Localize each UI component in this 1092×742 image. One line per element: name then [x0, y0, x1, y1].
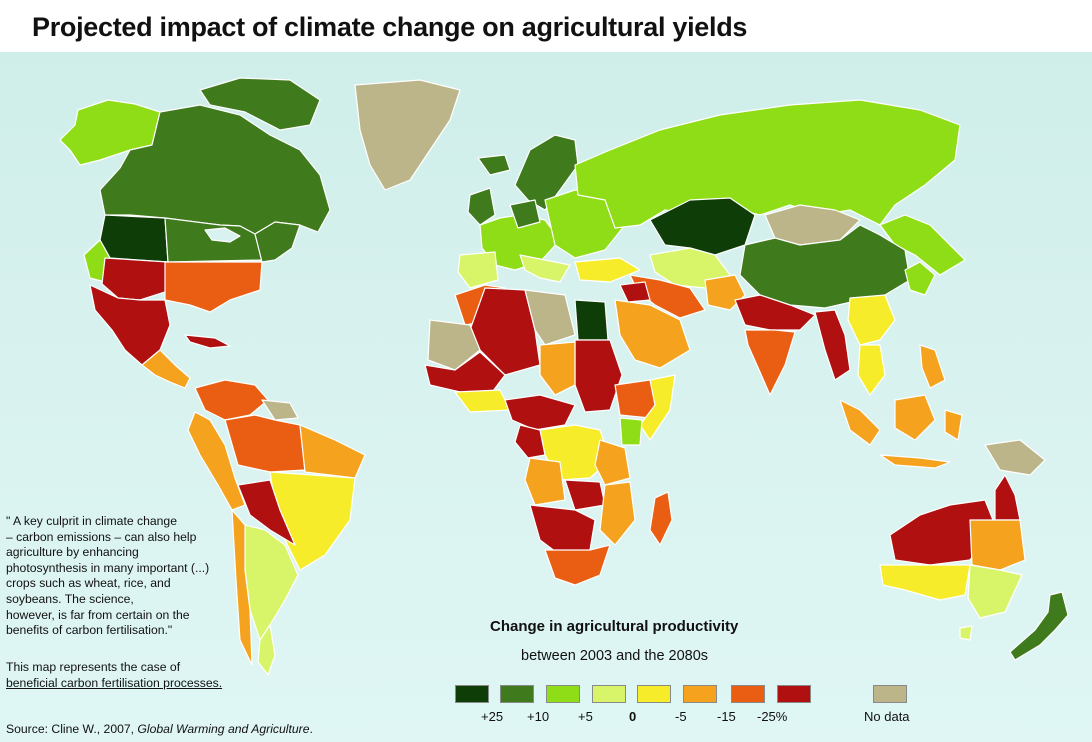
legend-label: -15 — [717, 709, 736, 724]
legend-swatch-1 — [455, 685, 489, 703]
region-us-northwest — [99, 214, 169, 263]
legend-subtitle: between 2003 and the 2080s — [521, 648, 709, 664]
region-canada-arctic — [199, 77, 321, 131]
region-egypt — [574, 299, 609, 341]
region-myanmar — [814, 309, 851, 381]
region-chile — [231, 509, 253, 666]
region-british-isles — [467, 187, 496, 226]
region-brazil-north — [224, 414, 306, 473]
region-us-south — [164, 261, 263, 313]
region-us-southwest — [101, 257, 169, 301]
map-title: Projected impact of climate change on ag… — [32, 12, 748, 42]
region-tanzania — [594, 439, 631, 486]
quote-line: however, is far from certain on the — [6, 607, 190, 622]
note-block: This map represents the case of benefici… — [6, 660, 246, 691]
region-germany — [509, 199, 541, 229]
region-iberia — [457, 251, 499, 289]
region-south-africa — [544, 544, 611, 586]
quote-line: photosynthesis in many important (...) — [6, 560, 210, 575]
legend-swatch-2 — [500, 685, 534, 703]
region-malaysia-indonesia — [839, 399, 881, 446]
region-new-zealand — [1009, 591, 1069, 661]
legend-swatch-3 — [546, 685, 580, 703]
region-australia-south-west — [879, 564, 971, 601]
region-indochina — [857, 344, 886, 396]
region-turkey — [574, 257, 641, 283]
region-borneo — [894, 394, 936, 441]
quote-line: crops such as wheat, rice, and — [6, 576, 171, 591]
region-zambia — [564, 479, 606, 511]
quote-line: " A key culprit in climate change — [6, 514, 177, 528]
region-gabon-congo — [514, 424, 546, 459]
region-chad-niger — [539, 341, 576, 396]
region-libya — [524, 289, 576, 346]
region-namibia-botswana — [529, 504, 596, 556]
legend-label: +5 — [578, 709, 593, 724]
region-korea-japan — [904, 261, 936, 296]
quote-line: soybeans. The science, — [6, 591, 134, 606]
source-suffix: . — [309, 722, 313, 736]
legend-swatch-8 — [777, 685, 811, 703]
region-iceland — [477, 154, 511, 176]
region-sulawesi — [944, 409, 963, 441]
title-bar: Projected impact of climate change on ag… — [0, 0, 1092, 52]
region-colombia-venezuela — [194, 379, 269, 421]
legend-swatch-7 — [731, 685, 765, 703]
note-line-underlined: beneficial carbon fertilisation processe… — [6, 675, 223, 690]
source-prefix: Source: Cline W., 2007, — [6, 722, 138, 736]
region-tasmania — [959, 625, 973, 641]
region-bolivia — [237, 479, 296, 546]
region-sudan — [574, 339, 623, 413]
legend-label: 0 — [629, 709, 637, 724]
legend-label: -25% — [757, 709, 788, 724]
region-ghana-nigeria — [454, 389, 511, 413]
source-credit: Source: Cline W., 2007, Global Warming a… — [6, 722, 313, 736]
quote-line: benefits of carbon fertilisation." — [6, 623, 173, 638]
region-ecuador-peru — [187, 411, 246, 511]
region-mozambique — [599, 481, 636, 546]
legend-swatch-5 — [637, 685, 671, 703]
region-kenya — [619, 417, 643, 446]
region-new-guinea — [984, 439, 1046, 476]
region-patagonia — [257, 624, 276, 676]
region-italy-balkans — [519, 254, 571, 283]
quote-line: – carbon emissions – can also help — [6, 529, 197, 544]
quote-line: agriculture by enhancing — [6, 545, 139, 560]
region-central-america — [141, 349, 191, 389]
note-line: This map represents the case of — [6, 660, 181, 674]
region-java — [879, 454, 951, 469]
region-guianas — [261, 399, 299, 421]
region-iraq — [619, 281, 651, 303]
region-arabia — [614, 299, 691, 369]
region-australia-queensland — [969, 519, 1026, 571]
region-australia-north-east — [994, 474, 1021, 521]
region-cuba — [184, 334, 231, 349]
region-somalia — [639, 374, 676, 441]
region-australia-south-east — [967, 564, 1023, 619]
legend-swatch-no-data — [873, 685, 907, 703]
legend-label-no-data: No data — [864, 709, 910, 724]
region-philippines — [919, 344, 946, 389]
legend-label: +10 — [527, 709, 550, 724]
source-work-title: Global Warming and Agriculture — [137, 722, 310, 736]
legend-label: -5 — [675, 709, 687, 724]
region-west-africa-coast — [424, 351, 506, 396]
region-southeast-china — [847, 294, 896, 346]
region-india-north — [734, 294, 816, 331]
legend-label: +25 — [481, 709, 504, 724]
legend-title: Change in agricultural productivity — [490, 618, 739, 635]
region-greenland — [354, 79, 461, 191]
region-madagascar — [649, 491, 673, 546]
legend-swatch-6 — [683, 685, 717, 703]
region-great-lakes — [204, 227, 241, 243]
region-russia — [574, 99, 961, 229]
region-brazil-northeast — [299, 424, 366, 479]
region-india-south — [744, 329, 796, 396]
legend-swatch-4 — [592, 685, 626, 703]
quote-block: " A key culprit in climate change – carb… — [6, 514, 231, 639]
region-west-africa-sahel — [427, 319, 481, 371]
region-central-africa — [504, 394, 576, 431]
region-angola — [524, 457, 566, 506]
